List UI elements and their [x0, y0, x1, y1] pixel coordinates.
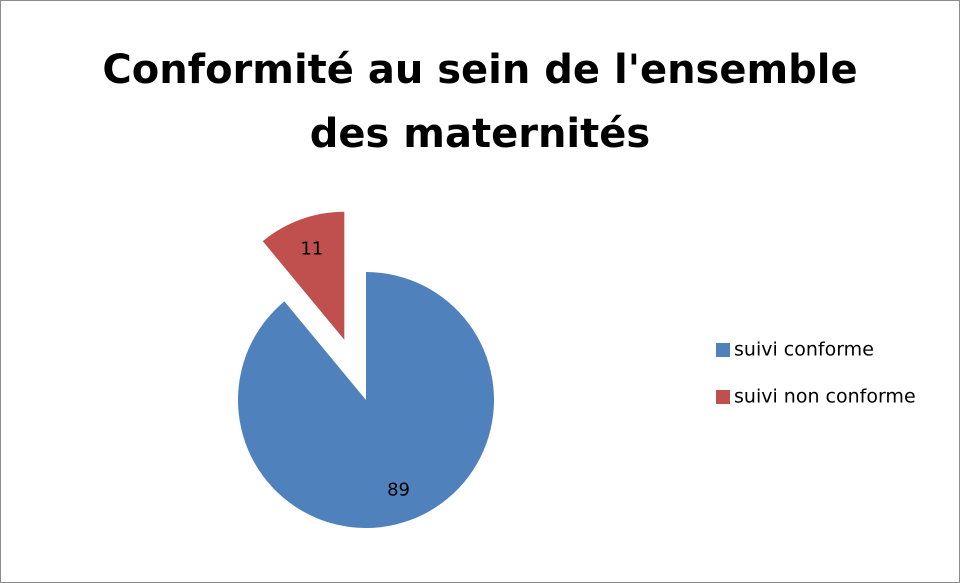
data-label: 11: [300, 238, 323, 259]
legend-swatch: [716, 390, 730, 404]
pie-slice: [262, 211, 345, 340]
data-label: 89: [387, 479, 410, 500]
legend-label: suivi non conforme: [734, 386, 916, 408]
legend-label: suivi conforme: [734, 339, 874, 361]
chart-title: Conformité au sein de l'ensemble des mat…: [102, 47, 858, 157]
legend-swatch: [716, 343, 730, 357]
pie-slice: [237, 272, 495, 529]
